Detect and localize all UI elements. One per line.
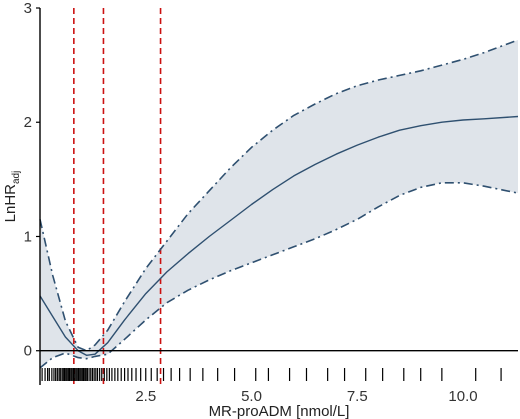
- x-tick-label: 10.0: [448, 388, 477, 405]
- curve-layer: [39, 39, 519, 369]
- rug-ticks: [41, 368, 502, 381]
- y-tick-label: 1: [24, 228, 32, 245]
- y-tick-label: 0: [24, 343, 32, 360]
- y-axis-ticks: 0 1 2 3: [24, 0, 40, 360]
- x-axis-ticks: 2.5 5.0 7.5 10.0: [135, 388, 477, 405]
- x-axis-title: MR-proADM [nmol/L]: [209, 403, 350, 419]
- confidence-band-layer: [40, 40, 518, 368]
- x-tick-label: 5.0: [241, 388, 262, 405]
- reference-vertical-lines: [73, 8, 162, 385]
- y-axis-title: LnHRadj: [2, 171, 22, 223]
- y-axis-title-main: LnHR: [2, 184, 19, 223]
- y-tick-label: 2: [24, 114, 32, 131]
- x-tick-label: 7.5: [347, 388, 368, 405]
- x-tick-label: 2.5: [135, 388, 156, 405]
- confidence-band: [40, 40, 518, 368]
- y-tick-label: 3: [24, 0, 32, 17]
- upper-ci-line: [39, 39, 519, 352]
- estimate-line: [39, 115, 519, 356]
- y-axis-title-subscript: adj: [11, 171, 22, 184]
- lower-ci-line: [39, 182, 519, 369]
